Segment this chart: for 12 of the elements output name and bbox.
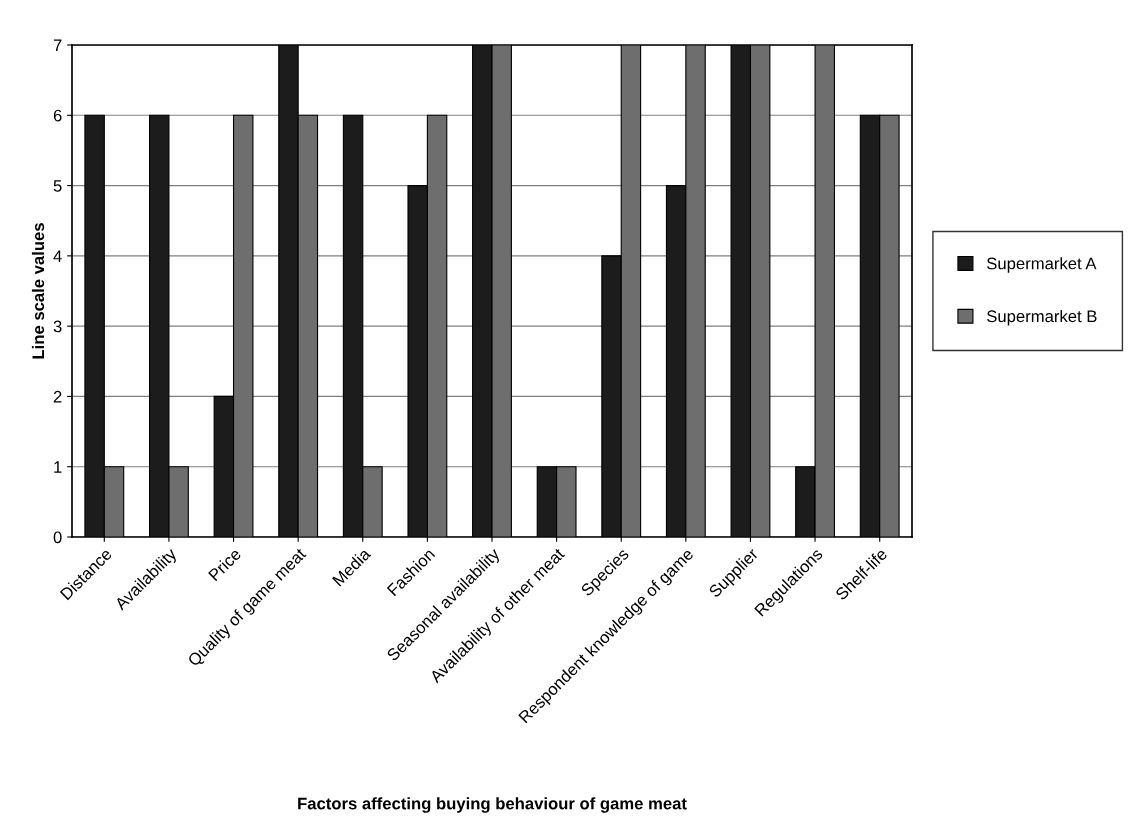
y-axis-title: Line scale values	[31, 223, 45, 359]
y-tick-label: 1	[54, 461, 62, 473]
legend-label: Supermarket B	[987, 309, 1097, 326]
y-tick-label: 2	[53, 390, 62, 403]
y-tick-label: 4	[53, 250, 62, 262]
y-tick-label: 7	[53, 39, 62, 52]
x-axis-title: Factors affecting buying behaviour of game meat	[298, 797, 687, 813]
y-tick-label: 3	[53, 320, 62, 333]
y-tick-label: 5	[53, 180, 62, 192]
y-tick-label: 6	[53, 109, 62, 122]
legend-label: Supermarket A	[987, 257, 1097, 273]
y-tick-label: 0	[53, 531, 62, 544]
